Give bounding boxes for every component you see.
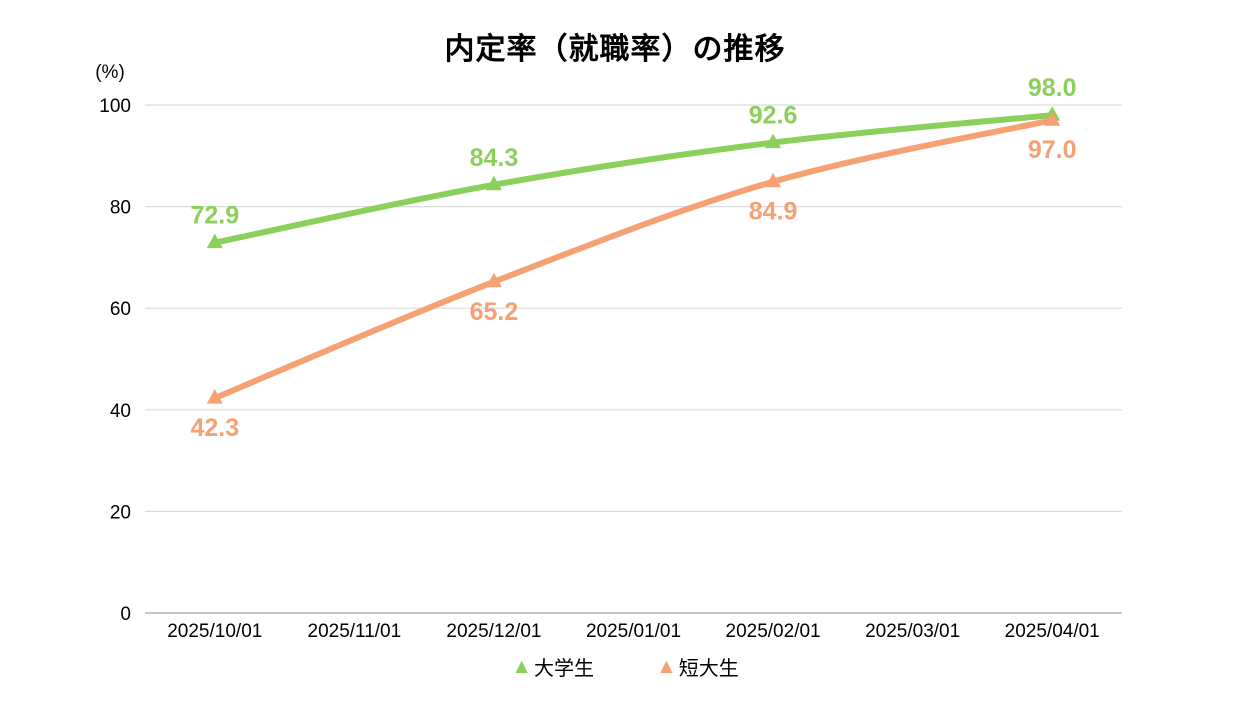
series-line-大学生 [211, 112, 1056, 246]
x-tick-label: 2025/11/01 [308, 621, 402, 642]
y-tick-label: 60 [110, 299, 131, 320]
data-label: 65.2 [470, 298, 519, 326]
legend: ▲ 大学生 ▲ 短大生 [0, 652, 1250, 681]
chart-title: 内定率（就職率）の推移 [444, 33, 786, 66]
x-tick-label: 2025/01/01 [586, 621, 681, 642]
y-tick-label: 0 [120, 604, 131, 625]
triangle-up-icon: ▲ [656, 655, 677, 678]
legend-label-tandaisei: 短大生 [678, 658, 739, 680]
x-tick-label: 2025/10/01 [167, 621, 262, 642]
legend-item-tandaisei: ▲ 短大生 [656, 652, 739, 681]
data-label: 42.3 [190, 414, 239, 442]
x-tick-label: 2025/04/01 [1005, 621, 1100, 642]
series-line-短大生 [211, 117, 1056, 402]
data-point-marker [485, 175, 502, 191]
data-label: 72.9 [190, 202, 239, 230]
y-tick-label: 100 [99, 96, 131, 117]
y-tick-label: 20 [110, 502, 131, 523]
data-label: 84.3 [470, 144, 519, 172]
data-label: 84.9 [749, 198, 798, 226]
y-tick-label: 40 [110, 401, 131, 422]
data-point-marker [765, 133, 782, 149]
data-label: 92.6 [749, 102, 798, 130]
data-label: 98.0 [1028, 74, 1077, 102]
triangle-up-icon: ▲ [511, 655, 532, 678]
legend-item-daigakusei: ▲ 大学生 [511, 652, 594, 681]
x-tick-label: 2025/12/01 [446, 621, 541, 642]
x-tick-label: 2025/02/01 [726, 621, 821, 642]
x-tick-label: 2025/03/01 [865, 621, 960, 642]
data-label: 97.0 [1028, 136, 1077, 164]
legend-label-daigakusei: 大学生 [534, 658, 594, 680]
data-point-marker [1044, 111, 1061, 126]
data-point-marker [206, 389, 223, 404]
data-point-marker [765, 172, 782, 188]
data-point-marker [485, 272, 502, 288]
data-point-marker [206, 233, 223, 249]
y-axis-unit-label: (%) [95, 62, 125, 83]
y-tick-label: 80 [110, 198, 131, 219]
